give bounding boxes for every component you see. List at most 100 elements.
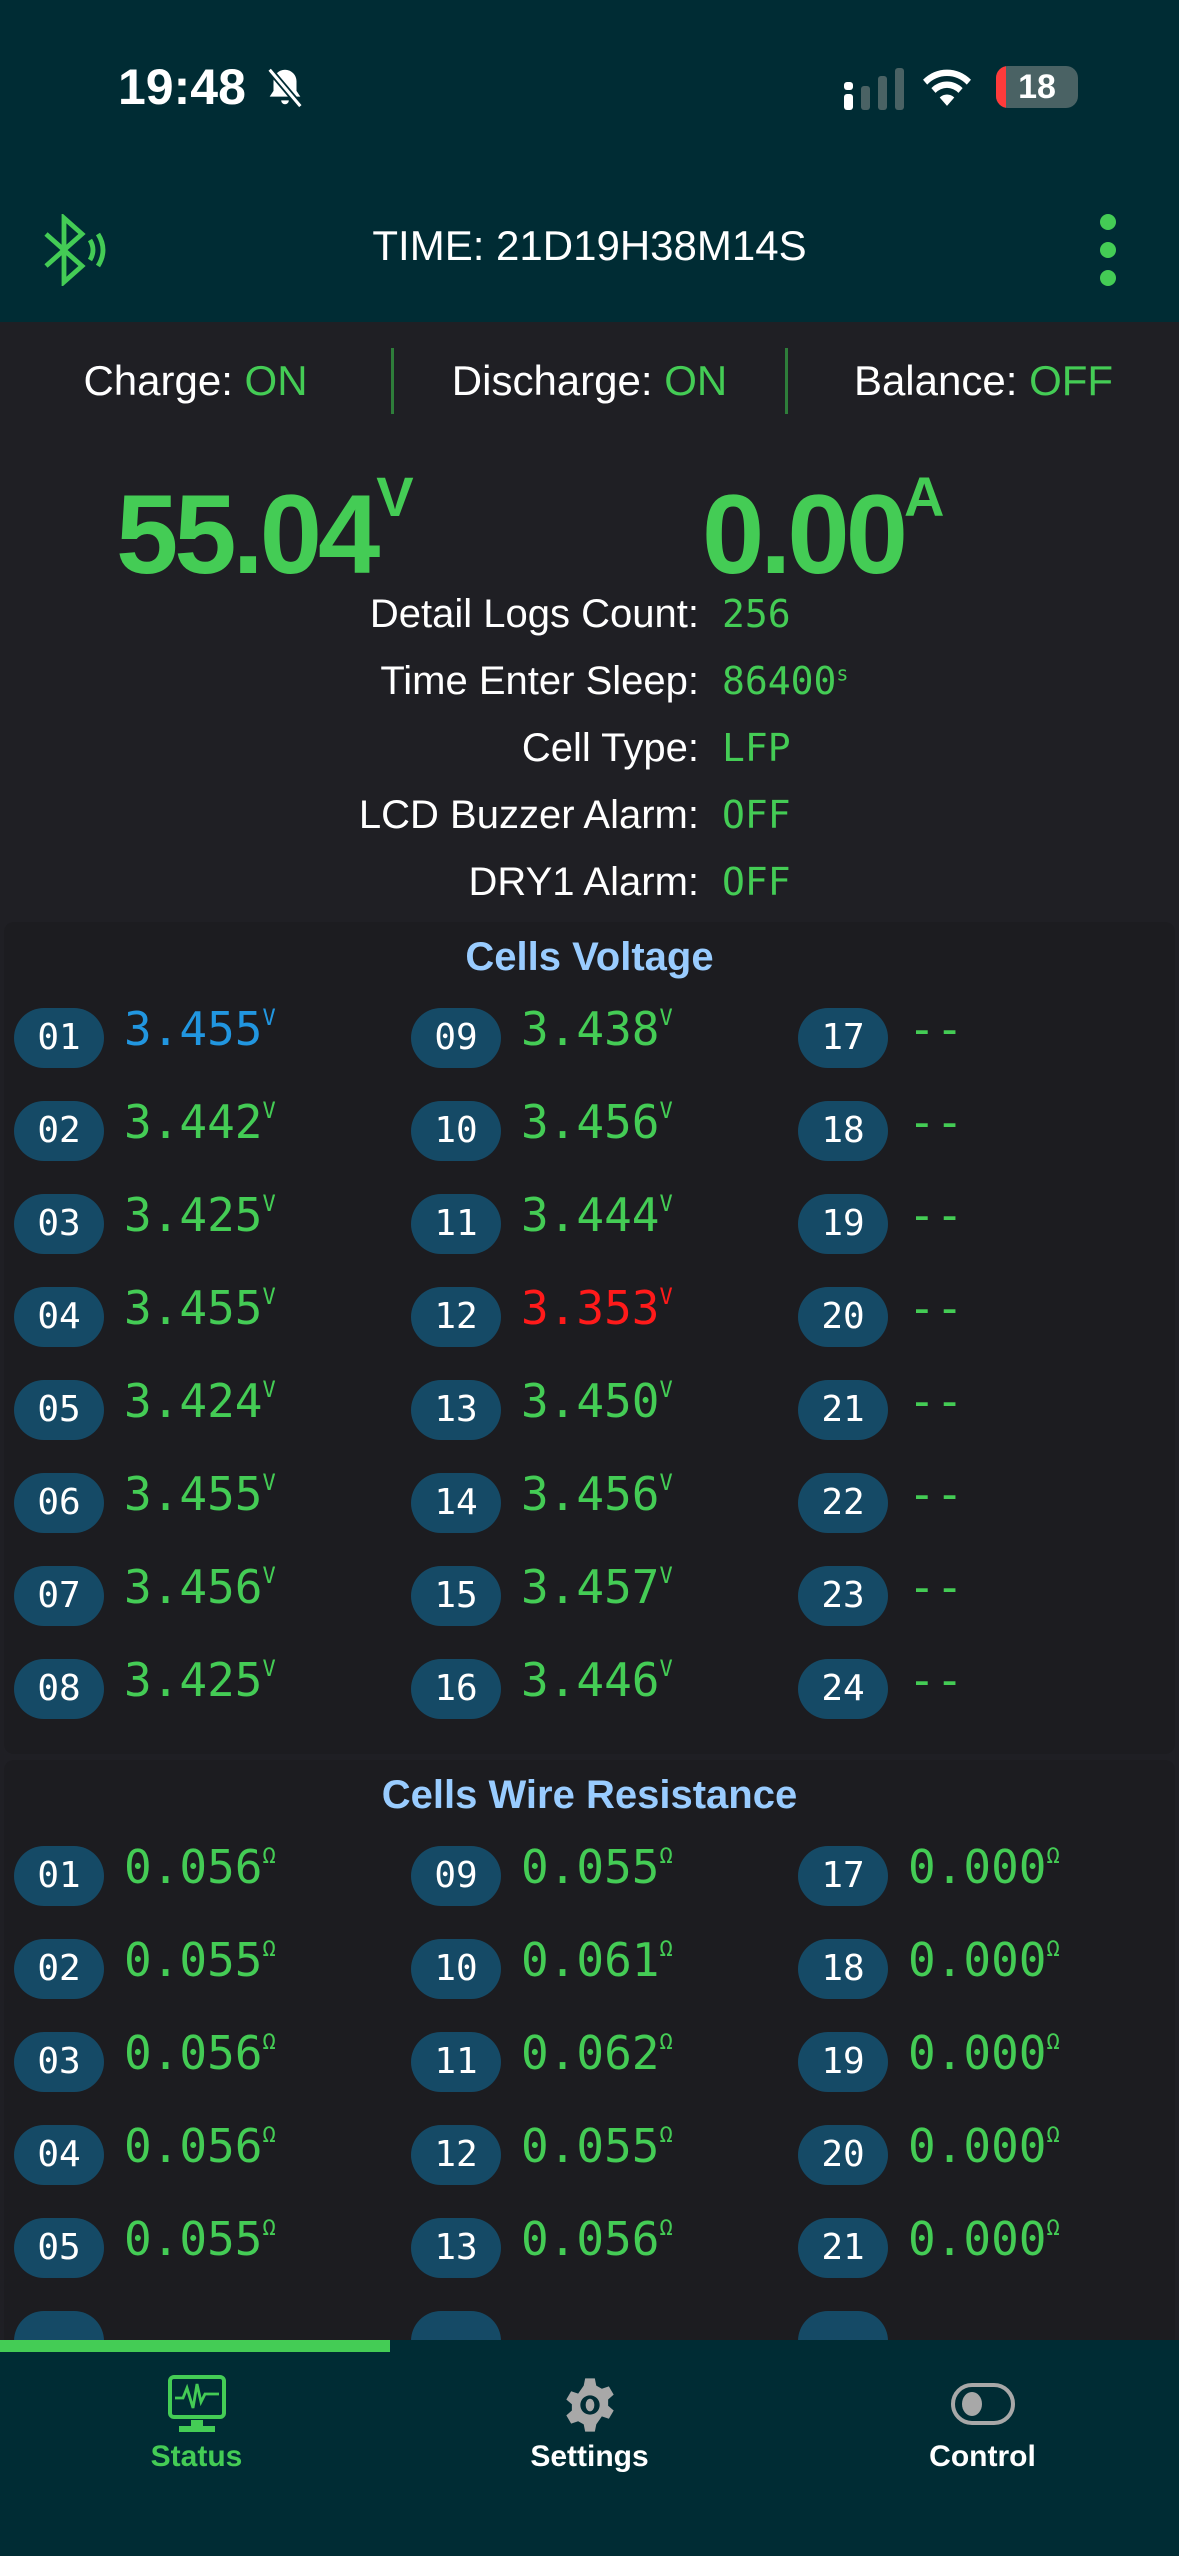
cell-value: 0.055Ω	[521, 1840, 673, 1894]
cell-number-badge: 21	[798, 2218, 888, 2278]
cell-number-badge: 03	[14, 2032, 104, 2092]
cell-value: 3.457V	[521, 1560, 673, 1614]
cell-value: --	[908, 1560, 964, 1614]
cell-value: 3.456V	[124, 1560, 276, 1614]
cell-number-badge: 01	[14, 1008, 104, 1068]
cell-value: 0.056Ω	[521, 2212, 673, 2266]
cell-item: 21 0.000Ω	[788, 2202, 1175, 2295]
cell-item: 11 0.062Ω	[401, 2016, 788, 2109]
cell-number-badge: 11	[411, 2032, 501, 2092]
cell-number-badge: 10	[411, 1939, 501, 1999]
cell-number-badge: 01	[14, 1846, 104, 1906]
cellular-signal-icon	[844, 68, 904, 110]
cell-item: 21 --	[788, 1364, 1175, 1457]
cells-resistance-title: Cells Wire Resistance	[381, 1773, 798, 1817]
cell-item: 20 --	[788, 1271, 1175, 1364]
cell-value: 0.056Ω	[124, 1840, 276, 1894]
cell-value: 3.446V	[521, 1653, 673, 1707]
charge-status: Charge: ON	[83, 357, 308, 404]
cell-value: 3.425V	[124, 1188, 276, 1242]
cell-number-badge: 21	[798, 1380, 888, 1440]
cell-number-badge: 16	[411, 1659, 501, 1719]
cell-number-badge: 12	[411, 1287, 501, 1347]
cell-number-badge: 23	[798, 1566, 888, 1626]
info-label: Time Enter Sleep:	[380, 659, 699, 703]
cell-item: 03 0.056Ω	[4, 2016, 391, 2109]
more-menu-icon[interactable]	[1096, 214, 1120, 290]
cell-number-badge: 18	[798, 1939, 888, 1999]
cell-value: --	[908, 1653, 964, 1707]
cells-voltage-title: Cells Voltage	[465, 935, 714, 979]
status-time: 19:48	[118, 59, 246, 115]
cell-item: 02 0.055Ω	[4, 1923, 391, 2016]
cell-item: 16 3.446V	[401, 1643, 788, 1736]
cell-number-badge: 14	[411, 1473, 501, 1533]
cell-value: 0.055Ω	[124, 1933, 276, 1987]
cell-value: --	[908, 1281, 964, 1335]
cell-value: 3.450V	[521, 1374, 673, 1428]
cell-value: 3.455V	[124, 1281, 276, 1335]
cell-number-badge: 18	[798, 1101, 888, 1161]
cell-number-badge: 08	[14, 1659, 104, 1719]
cell-item: 22 --	[788, 1457, 1175, 1550]
tab-status[interactable]: Status	[0, 2352, 393, 2492]
cell-number-badge: 19	[798, 2032, 888, 2092]
cell-item: 05 3.424V	[4, 1364, 391, 1457]
cell-value: 3.456V	[521, 1467, 673, 1521]
wifi-icon	[923, 69, 971, 106]
cell-item: 03 3.425V	[4, 1178, 391, 1271]
total-voltage: 55.04V	[116, 465, 414, 597]
app-header: 19:48 18 TIME: 21D19H38M14S	[0, 0, 1179, 322]
cell-value: --	[908, 1467, 964, 1521]
cell-item: 19 0.000Ω	[788, 2016, 1175, 2109]
cell-number-badge: 02	[14, 1939, 104, 1999]
cell-value: 3.424V	[124, 1374, 276, 1428]
cell-value: 0.056Ω	[124, 2119, 276, 2173]
tab-control[interactable]: Control	[786, 2352, 1179, 2492]
cell-value: 0.000Ω	[908, 1840, 1060, 1894]
cell-value: 0.000Ω	[908, 2026, 1060, 2080]
cell-item: 14 3.456V	[401, 1457, 788, 1550]
cell-item: 13 3.450V	[401, 1364, 788, 1457]
info-value: OFF	[722, 860, 791, 904]
cell-item: 12 0.055Ω	[401, 2109, 788, 2202]
cell-item: 02 3.442V	[4, 1085, 391, 1178]
cell-value: --	[908, 1188, 964, 1242]
divider	[785, 348, 788, 414]
cell-value: 3.425V	[124, 1653, 276, 1707]
cell-item: 17 0.000Ω	[788, 1830, 1175, 1923]
total-current: 0.00A	[702, 465, 945, 597]
cell-item: 09 3.438V	[401, 992, 788, 1085]
info-value: 86400s	[722, 659, 849, 703]
active-tab-indicator	[0, 2340, 390, 2352]
switch-status-strip: Charge: ON Discharge: ON Balance: OFF	[0, 322, 1179, 440]
cell-number-badge: 24	[798, 1659, 888, 1719]
cell-number-badge: 04	[14, 1287, 104, 1347]
bluetooth-connected-icon[interactable]	[38, 214, 108, 286]
cell-item: 04 3.455V	[4, 1271, 391, 1364]
divider	[391, 348, 394, 414]
cell-number-badge: 17	[798, 1846, 888, 1906]
cell-item: 20 0.000Ω	[788, 2109, 1175, 2202]
cell-number-badge: 05	[14, 1380, 104, 1440]
cell-number-badge: 09	[411, 1008, 501, 1068]
cell-value: 0.056Ω	[124, 2026, 276, 2080]
cell-number-badge: 06	[14, 1473, 104, 1533]
cell-value: 3.353V	[521, 1281, 673, 1335]
cell-value: 0.061Ω	[521, 1933, 673, 1987]
cell-value: 3.455V	[124, 1467, 276, 1521]
cell-value: 3.438V	[521, 1002, 673, 1056]
cell-number-badge: 12	[411, 2125, 501, 2185]
cell-item: 07 3.456V	[4, 1550, 391, 1643]
cell-number-badge: 04	[14, 2125, 104, 2185]
info-value: OFF	[722, 793, 791, 837]
cell-value: 0.000Ω	[908, 1933, 1060, 1987]
cell-value: --	[908, 1095, 964, 1149]
cell-item: 13 0.056Ω	[401, 2202, 788, 2295]
battery-indicator: 18	[996, 66, 1078, 108]
cell-item: 12 3.353V	[401, 1271, 788, 1364]
cell-number-badge: 07	[14, 1566, 104, 1626]
cell-value: --	[908, 1002, 964, 1056]
cell-item: 19 --	[788, 1178, 1175, 1271]
tab-settings[interactable]: Settings	[393, 2352, 786, 2492]
